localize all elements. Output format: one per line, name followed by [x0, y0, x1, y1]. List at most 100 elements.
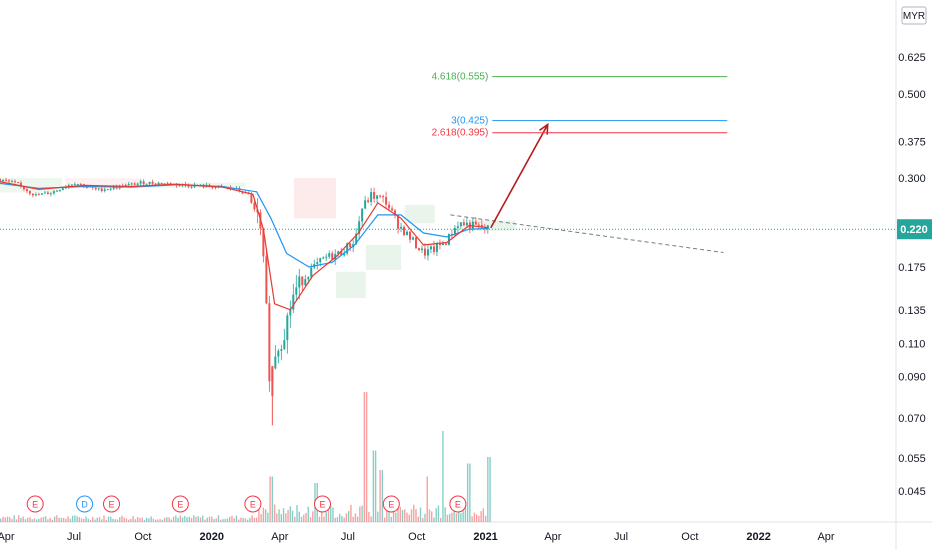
- event-marker-circle[interactable]: [76, 495, 94, 513]
- volume-bar: [345, 513, 348, 522]
- volume-bar: [453, 505, 455, 522]
- candle-body: [85, 186, 88, 188]
- event-marker-circle[interactable]: [382, 495, 400, 513]
- volume-bar: [114, 519, 116, 522]
- chart-drawings[interactable]: [450, 122, 724, 254]
- volume-bar: [121, 515, 123, 522]
- volume-bar: [365, 392, 368, 522]
- candle-body: [325, 256, 328, 258]
- volume-bar: [58, 517, 60, 522]
- event-marker[interactable]: D: [76, 495, 94, 513]
- time-tick-label: Jul: [614, 531, 628, 543]
- candle-body: [295, 287, 298, 295]
- volume-bar: [282, 508, 285, 522]
- volume-bar: [136, 516, 139, 522]
- fib-extension[interactable]: 4.618(0.555) 3(0.425)2.618(0.395): [432, 72, 728, 139]
- volume-bar: [35, 519, 38, 522]
- price-axis[interactable]: 0.625 0.500 0.375 0.300 0.175 0.135 0.110 0.090…: [897, 6, 932, 498]
- volume-bar: [350, 504, 352, 522]
- volume-bar: [444, 507, 446, 522]
- volume-bar: [123, 517, 125, 522]
- volume-bar: [229, 517, 231, 522]
- candle-body: [76, 184, 79, 186]
- event-marker[interactable]: E: [313, 495, 331, 513]
- event-marker[interactable]: E: [102, 495, 120, 513]
- candle-body: [157, 182, 160, 185]
- event-marker[interactable]: E: [171, 495, 189, 513]
- currency-badge[interactable]: MYR: [901, 6, 927, 25]
- volume-bar: [132, 516, 134, 522]
- event-marker-circle[interactable]: [171, 495, 189, 513]
- volume-bar: [251, 515, 253, 522]
- volume-bar: [448, 513, 451, 522]
- candle-body: [43, 192, 46, 194]
- time-axis[interactable]: Apr Jul Oct 2020 Apr Jul Oct 2021 Apr Jul Oct 2022 A…: [0, 531, 835, 543]
- target-arrow-line[interactable]: [490, 124, 549, 229]
- candle-body: [283, 340, 286, 350]
- event-marker[interactable]: E: [449, 495, 467, 513]
- volume-bar: [439, 517, 442, 522]
- candle-body: [459, 222, 462, 227]
- candle-body: [274, 356, 277, 369]
- volume-bar: [139, 517, 141, 522]
- volume-bar: [71, 515, 74, 522]
- volume-bar: [379, 470, 381, 522]
- volume-bar: [20, 517, 22, 522]
- candle-body: [55, 190, 58, 192]
- candle-body: [289, 309, 292, 316]
- volume-bar: [296, 505, 298, 522]
- volume-bar: [417, 516, 419, 522]
- event-marker[interactable]: E: [244, 495, 262, 513]
- volume-bar: [370, 516, 372, 522]
- volume-bar: [175, 515, 177, 522]
- volume-bar: [51, 519, 54, 522]
- price-tick-label: 0.110: [899, 339, 926, 351]
- volume-bar: [184, 516, 186, 522]
- event-marker-circle[interactable]: [244, 495, 262, 513]
- event-marker-circle[interactable]: [449, 495, 467, 513]
- candle-body: [426, 249, 429, 256]
- volume-bar: [204, 519, 206, 522]
- volume-bar: [74, 515, 76, 522]
- candle-body: [400, 226, 403, 229]
- candle-body: [52, 191, 55, 194]
- event-marker-circle[interactable]: [26, 495, 44, 513]
- volume-bar: [352, 516, 354, 522]
- candle-body: [40, 193, 43, 195]
- volume-bar: [406, 512, 408, 522]
- volume-bar: [330, 506, 332, 522]
- volume-bar: [419, 507, 422, 522]
- candle-body: [355, 233, 358, 245]
- volume-bar: [386, 510, 388, 522]
- event-marker[interactable]: E: [382, 495, 400, 513]
- event-marker-circle[interactable]: [313, 495, 331, 513]
- last-price-badge: [897, 219, 932, 240]
- volume-bar: [487, 457, 489, 522]
- event-marker[interactable]: E: [26, 495, 44, 513]
- candle-body: [370, 192, 373, 202]
- event-marker-circle[interactable]: [102, 495, 120, 513]
- volume-bar: [159, 519, 161, 522]
- volume-bar: [18, 515, 20, 522]
- volume-bar: [33, 518, 36, 522]
- candle-body: [13, 181, 16, 183]
- candle-body: [49, 193, 52, 195]
- time-tick-label: Oct: [681, 531, 698, 543]
- volume-bar: [40, 517, 42, 522]
- currency-badge-box[interactable]: [901, 6, 927, 25]
- volume-bar: [197, 516, 199, 522]
- trendline[interactable]: [450, 214, 724, 254]
- event-marker-label: E: [32, 500, 38, 510]
- volume-bar: [318, 516, 321, 522]
- volume-bar: [186, 517, 188, 522]
- candle-body: [429, 246, 432, 250]
- volume-bar: [195, 516, 197, 522]
- target-arrow-head[interactable]: [539, 122, 549, 135]
- candle-body: [0, 178, 2, 182]
- volume-bar: [145, 517, 148, 522]
- candle-body: [67, 185, 70, 188]
- price-tick-label: 0.135: [898, 305, 926, 317]
- volume-bar: [437, 505, 440, 522]
